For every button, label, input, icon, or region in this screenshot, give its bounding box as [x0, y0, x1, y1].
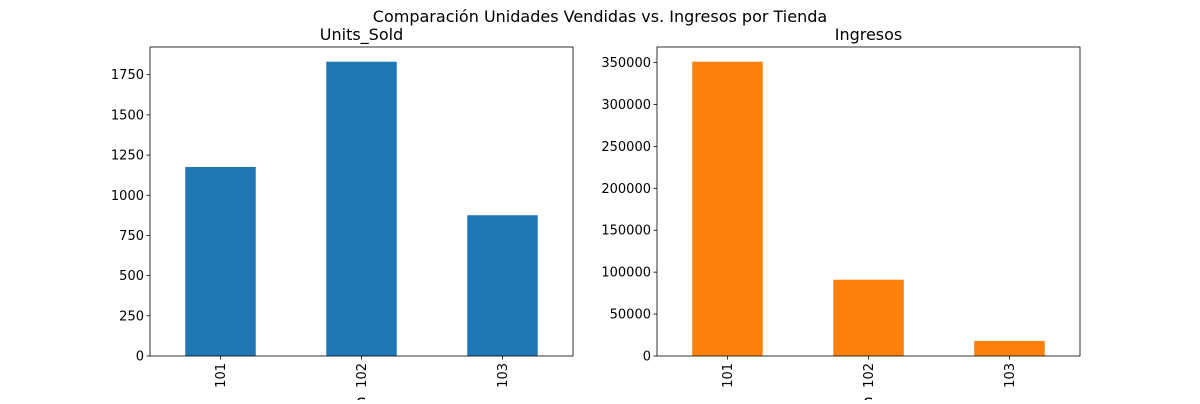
y-tick-label: 300000 [601, 98, 651, 113]
units-sold-subplot: Units_Sold 0 250 500 750 1000 1250 1500 1750 101 1… [111, 25, 574, 404]
x-tick-label: 102 [862, 363, 877, 388]
bar-102 [326, 61, 397, 357]
y-tick-label: 1250 [111, 149, 144, 164]
y-tick-label: 200000 [601, 182, 651, 197]
y-tick-label: 100000 [601, 266, 651, 281]
y-tick-label: 250 [119, 309, 144, 324]
x-tick-label: 102 [355, 363, 370, 388]
y-tick-label: 350000 [601, 56, 651, 71]
bar-103 [974, 340, 1045, 356]
y-tick-label: 250000 [601, 140, 651, 155]
y-tick-label: 1000 [111, 189, 144, 204]
y-tick-label: 1500 [111, 108, 144, 123]
bar-103 [467, 215, 538, 356]
bar-101 [692, 61, 763, 357]
subplot-title: Ingresos [835, 25, 903, 44]
ingresos-subplot: Ingresos 0 50000 100000 150000 200000 250000 30… [601, 25, 1081, 404]
x-tick-label: 101 [214, 363, 229, 388]
x-tick-label: 103 [496, 363, 511, 388]
bar-101 [185, 166, 256, 356]
y-tick-label: 50000 [610, 308, 651, 323]
y-tick-label: 1750 [111, 68, 144, 83]
y-tick-label: 150000 [601, 224, 651, 239]
y-tick-label: 750 [119, 229, 144, 244]
bar-102 [833, 279, 904, 356]
x-tick-label: 103 [1003, 363, 1018, 388]
y-tick-label: 500 [119, 269, 144, 284]
x-axis-label-fragment: S [356, 394, 366, 400]
x-axis-label-fragment: S [863, 394, 873, 400]
figure-suptitle: Comparación Unidades Vendidas vs. Ingres… [373, 7, 827, 26]
x-tick-label: 101 [721, 363, 736, 388]
y-tick-label: 0 [643, 350, 651, 365]
y-tick-label: 0 [136, 350, 144, 365]
subplot-title: Units_Sold [320, 25, 403, 45]
